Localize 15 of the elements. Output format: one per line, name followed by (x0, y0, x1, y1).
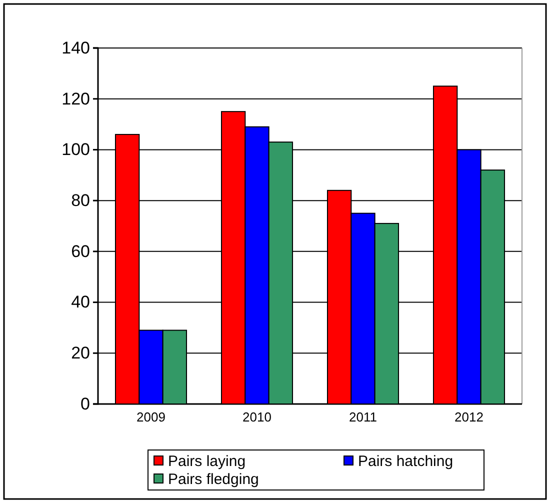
x-tick-label: 2009 (136, 409, 166, 424)
y-tick-label: 120 (62, 89, 90, 108)
y-tick-label: 100 (62, 140, 90, 160)
y-tick-label: 80 (71, 191, 90, 210)
x-tick-label: 2012 (454, 409, 484, 424)
x-tick-label: 2010 (242, 409, 272, 424)
y-tick-label: 40 (71, 292, 90, 312)
legend-label: Pairs fledging (168, 471, 259, 488)
y-tick-label: 60 (71, 242, 90, 261)
legend-label: Pairs laying (168, 453, 246, 470)
y-tick-label: 20 (71, 344, 90, 363)
y-tick-label: 140 (62, 38, 90, 58)
x-tick-label: 2011 (349, 409, 377, 424)
y-tick-label: 0 (80, 394, 90, 414)
legend-label: Pairs hatching (358, 453, 454, 470)
